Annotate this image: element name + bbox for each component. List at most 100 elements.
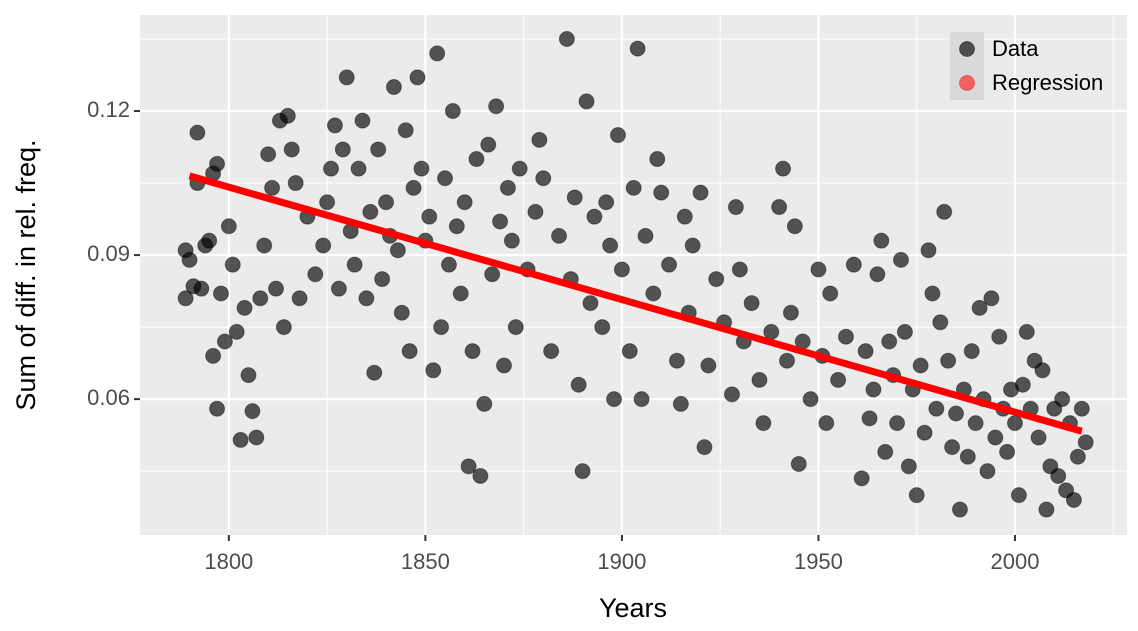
data-point bbox=[1054, 391, 1071, 408]
data-point bbox=[822, 285, 839, 302]
x-tick-label: 1900 bbox=[597, 549, 646, 574]
data-point bbox=[228, 323, 245, 340]
data-point bbox=[609, 127, 626, 144]
data-point bbox=[668, 352, 685, 369]
data-point bbox=[413, 160, 430, 177]
data-point bbox=[279, 107, 296, 124]
data-point bbox=[1030, 429, 1047, 446]
data-point bbox=[853, 470, 870, 487]
data-point bbox=[209, 155, 226, 172]
data-point bbox=[444, 103, 461, 120]
data-point bbox=[629, 40, 646, 57]
data-point bbox=[857, 343, 874, 360]
data-point bbox=[354, 112, 371, 129]
data-point bbox=[786, 218, 803, 235]
data-point bbox=[468, 151, 485, 168]
data-point bbox=[692, 184, 709, 201]
data-point bbox=[967, 415, 984, 432]
data-point bbox=[362, 203, 379, 220]
data-point bbox=[346, 256, 363, 273]
data-point bbox=[405, 179, 422, 196]
data-point bbox=[551, 227, 568, 244]
data-point bbox=[209, 400, 226, 417]
data-point bbox=[488, 98, 505, 115]
data-point bbox=[971, 299, 988, 316]
data-point bbox=[334, 141, 351, 158]
data-point bbox=[1050, 467, 1067, 484]
data-point bbox=[370, 141, 387, 158]
data-point bbox=[889, 415, 906, 432]
data-point bbox=[916, 424, 933, 441]
data-point bbox=[987, 429, 1004, 446]
data-point bbox=[452, 285, 469, 302]
data-point bbox=[287, 175, 304, 192]
data-point bbox=[558, 31, 575, 48]
data-point bbox=[177, 290, 194, 307]
data-point bbox=[775, 160, 792, 177]
data-point bbox=[606, 391, 623, 408]
data-point bbox=[810, 261, 827, 278]
data-point bbox=[448, 218, 465, 235]
data-point bbox=[535, 170, 552, 187]
data-point bbox=[433, 319, 450, 336]
x-tick-label: 1800 bbox=[204, 549, 253, 574]
data-point bbox=[621, 343, 638, 360]
data-point bbox=[495, 357, 512, 374]
data-point bbox=[181, 251, 198, 268]
data-point bbox=[358, 290, 375, 307]
data-point bbox=[220, 218, 237, 235]
data-point bbox=[633, 391, 650, 408]
data-point bbox=[932, 314, 949, 331]
data-point bbox=[1065, 491, 1082, 508]
data-point bbox=[586, 208, 603, 225]
data-point bbox=[684, 237, 701, 254]
data-point bbox=[1014, 376, 1031, 393]
data-point bbox=[818, 415, 835, 432]
data-point bbox=[940, 352, 957, 369]
data-point bbox=[1006, 415, 1023, 432]
data-point bbox=[248, 429, 265, 446]
data-point bbox=[193, 280, 210, 297]
legend-label: Data bbox=[992, 36, 1039, 61]
data-point bbox=[456, 194, 473, 211]
panel bbox=[140, 15, 1127, 535]
data-point bbox=[240, 367, 257, 384]
data-point bbox=[350, 160, 367, 177]
data-point bbox=[696, 439, 713, 456]
data-point bbox=[315, 237, 332, 254]
data-point bbox=[1069, 448, 1086, 465]
data-point bbox=[232, 431, 249, 448]
y-tick-label: 0.12 bbox=[87, 97, 130, 122]
data-point bbox=[865, 381, 882, 398]
data-point bbox=[480, 136, 497, 153]
data-point bbox=[323, 160, 340, 177]
data-point bbox=[991, 328, 1008, 345]
data-point bbox=[578, 93, 595, 110]
data-point bbox=[900, 458, 917, 475]
data-point bbox=[330, 280, 347, 297]
data-point bbox=[1073, 400, 1090, 417]
data-point bbox=[602, 237, 619, 254]
data-point bbox=[881, 333, 898, 350]
data-point bbox=[319, 194, 336, 211]
data-point bbox=[963, 343, 980, 360]
data-point bbox=[374, 271, 391, 288]
data-point bbox=[401, 343, 418, 360]
data-point bbox=[755, 415, 772, 432]
data-point bbox=[908, 487, 925, 504]
data-point bbox=[264, 179, 281, 196]
data-point bbox=[672, 395, 689, 412]
data-point bbox=[727, 199, 744, 216]
data-point bbox=[476, 395, 493, 412]
y-tick-label: 0.09 bbox=[87, 241, 130, 266]
data-point bbox=[582, 295, 599, 312]
data-point bbox=[830, 371, 847, 388]
data-point bbox=[983, 290, 1000, 307]
data-point bbox=[936, 203, 953, 220]
data-point bbox=[778, 352, 795, 369]
data-point bbox=[790, 455, 807, 472]
legend-label: Regression bbox=[992, 70, 1103, 95]
data-point bbox=[723, 386, 740, 403]
x-tick-label: 2000 bbox=[990, 549, 1039, 574]
